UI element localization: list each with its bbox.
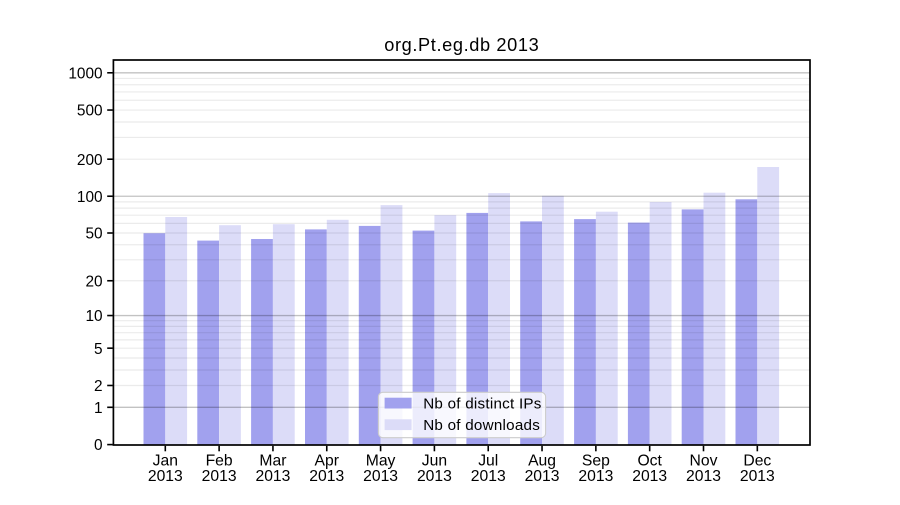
svg-text:Jul: Jul	[478, 452, 498, 469]
svg-text:Nb of downloads: Nb of downloads	[423, 417, 540, 434]
svg-text:50: 50	[85, 226, 102, 243]
svg-text:20: 20	[85, 273, 102, 290]
svg-text:Apr: Apr	[315, 452, 339, 469]
svg-text:500: 500	[77, 103, 103, 120]
svg-text:2013: 2013	[255, 468, 290, 485]
svg-text:2013: 2013	[578, 468, 613, 485]
svg-text:1000: 1000	[68, 65, 102, 82]
svg-text:Aug: Aug	[528, 452, 556, 469]
svg-text:2013: 2013	[148, 468, 183, 485]
svg-text:Nov: Nov	[690, 452, 718, 469]
svg-text:2: 2	[94, 378, 103, 395]
svg-text:2013: 2013	[632, 468, 667, 485]
svg-text:2013: 2013	[363, 468, 398, 485]
svg-text:2013: 2013	[471, 468, 506, 485]
svg-text:2013: 2013	[525, 468, 560, 485]
svg-text:2013: 2013	[686, 468, 721, 485]
svg-text:Jun: Jun	[422, 452, 447, 469]
svg-text:Jan: Jan	[153, 452, 178, 469]
svg-text:100: 100	[77, 189, 103, 206]
svg-text:0: 0	[94, 437, 103, 454]
svg-text:org.Pt.eg.db 2013: org.Pt.eg.db 2013	[384, 35, 539, 55]
svg-text:Sep: Sep	[582, 452, 610, 469]
svg-text:5: 5	[94, 341, 103, 358]
svg-text:2013: 2013	[417, 468, 452, 485]
svg-text:2013: 2013	[202, 468, 237, 485]
svg-text:May: May	[366, 452, 396, 469]
svg-text:10: 10	[85, 308, 102, 325]
svg-text:Mar: Mar	[259, 452, 286, 469]
svg-text:Dec: Dec	[743, 452, 771, 469]
svg-text:2013: 2013	[309, 468, 344, 485]
svg-text:Feb: Feb	[206, 452, 233, 469]
svg-text:1: 1	[94, 400, 103, 417]
svg-text:200: 200	[77, 152, 103, 169]
svg-text:2013: 2013	[740, 468, 775, 485]
svg-text:Oct: Oct	[637, 452, 662, 469]
svg-text:Nb of distinct IPs: Nb of distinct IPs	[423, 395, 542, 412]
